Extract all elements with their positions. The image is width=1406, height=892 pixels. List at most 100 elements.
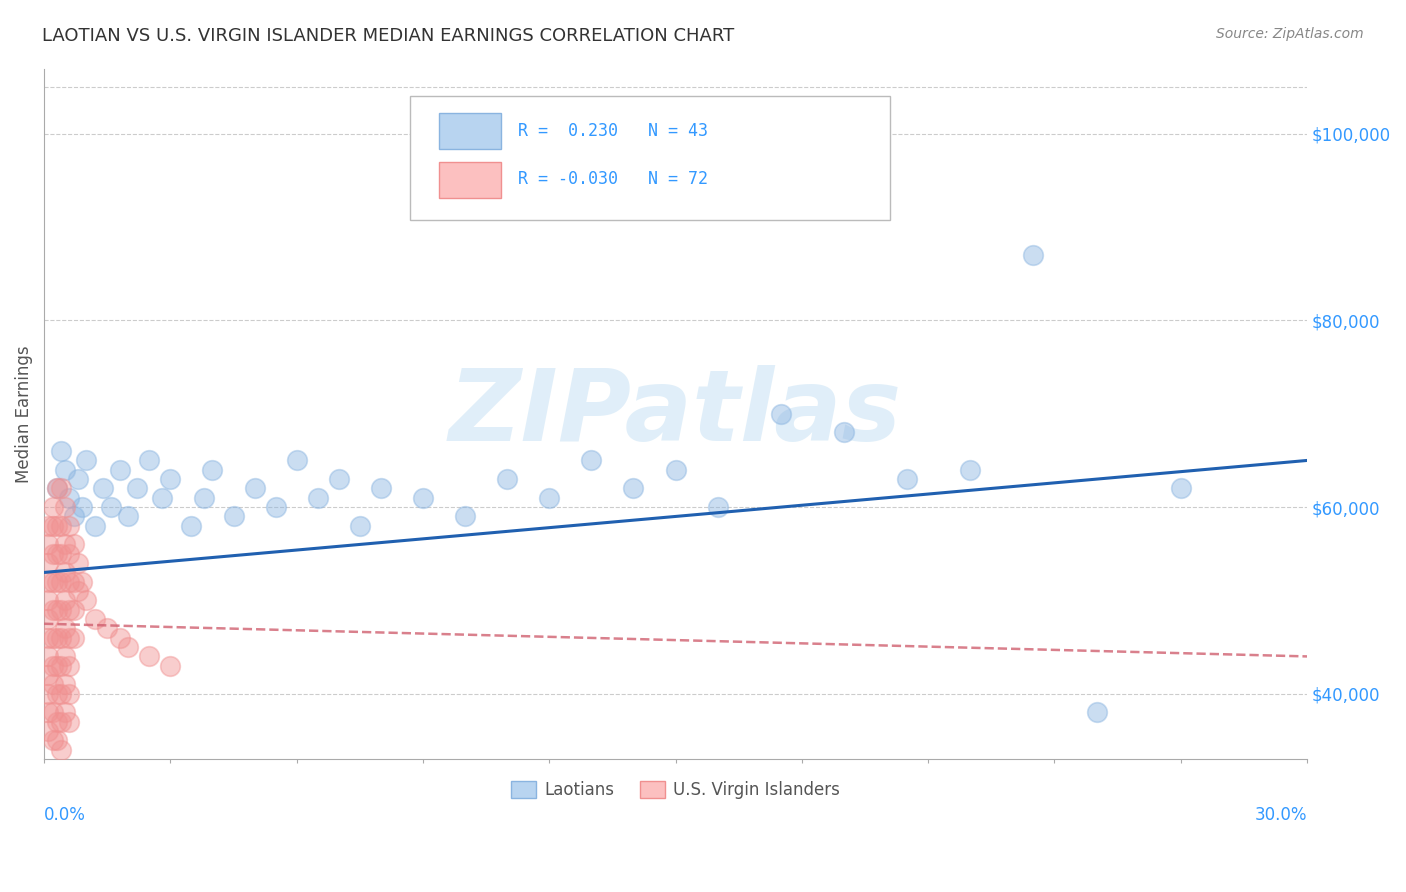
- Point: [45, 482, 67, 496]
- Point: [41, 631, 63, 645]
- Point: [37, 574, 59, 589]
- Point: [37, 556, 59, 570]
- Point: [108, 463, 131, 477]
- Point: [58, 491, 80, 505]
- Point: [53, 593, 76, 607]
- Point: [108, 631, 131, 645]
- Point: [222, 509, 245, 524]
- Point: [623, 482, 645, 496]
- Point: [370, 482, 392, 496]
- Point: [307, 491, 329, 505]
- Point: [180, 518, 202, 533]
- Point: [58, 518, 80, 533]
- Text: Source: ZipAtlas.com: Source: ZipAtlas.com: [1216, 27, 1364, 41]
- Point: [66, 472, 89, 486]
- Point: [66, 556, 89, 570]
- Point: [41, 658, 63, 673]
- Point: [117, 509, 139, 524]
- Point: [37, 687, 59, 701]
- Point: [45, 574, 67, 589]
- Point: [1170, 482, 1192, 496]
- Point: [58, 603, 80, 617]
- Point: [53, 500, 76, 515]
- Point: [45, 482, 67, 496]
- Point: [62, 537, 84, 551]
- Point: [37, 537, 59, 551]
- Point: [37, 593, 59, 607]
- Point: [1085, 706, 1108, 720]
- Point: [538, 491, 561, 505]
- Point: [49, 574, 72, 589]
- Point: [349, 518, 371, 533]
- Point: [49, 482, 72, 496]
- Point: [193, 491, 215, 505]
- Point: [62, 574, 84, 589]
- Point: [49, 603, 72, 617]
- Point: [49, 714, 72, 729]
- Point: [37, 518, 59, 533]
- Point: [58, 714, 80, 729]
- Point: [45, 631, 67, 645]
- Point: [896, 472, 918, 486]
- Point: [1022, 248, 1045, 262]
- Text: 0.0%: 0.0%: [44, 805, 86, 823]
- Point: [706, 500, 728, 515]
- Point: [243, 482, 266, 496]
- Text: R = -0.030   N = 72: R = -0.030 N = 72: [517, 170, 707, 188]
- Point: [58, 631, 80, 645]
- Point: [96, 622, 118, 636]
- Point: [37, 631, 59, 645]
- Point: [37, 668, 59, 682]
- Y-axis label: Median Earnings: Median Earnings: [15, 345, 32, 483]
- Point: [49, 518, 72, 533]
- Point: [664, 463, 686, 477]
- Point: [41, 518, 63, 533]
- Point: [83, 518, 105, 533]
- Point: [117, 640, 139, 654]
- Point: [37, 724, 59, 739]
- Point: [70, 500, 93, 515]
- Point: [58, 687, 80, 701]
- Point: [100, 500, 122, 515]
- Legend: Laotians, U.S. Virgin Islanders: Laotians, U.S. Virgin Islanders: [505, 774, 846, 806]
- Point: [45, 518, 67, 533]
- FancyBboxPatch shape: [440, 161, 502, 198]
- Point: [285, 453, 308, 467]
- Point: [49, 687, 72, 701]
- Point: [53, 566, 76, 580]
- Point: [49, 631, 72, 645]
- Point: [832, 425, 855, 440]
- Point: [959, 463, 981, 477]
- Point: [264, 500, 287, 515]
- Point: [45, 658, 67, 673]
- Point: [125, 482, 148, 496]
- Point: [37, 612, 59, 626]
- Point: [45, 547, 67, 561]
- Point: [41, 733, 63, 747]
- Point: [45, 603, 67, 617]
- Point: [58, 658, 80, 673]
- Point: [37, 706, 59, 720]
- Point: [138, 453, 160, 467]
- Point: [49, 444, 72, 458]
- Point: [496, 472, 519, 486]
- Point: [53, 649, 76, 664]
- Point: [581, 453, 603, 467]
- FancyBboxPatch shape: [411, 96, 890, 220]
- Point: [41, 706, 63, 720]
- Point: [75, 593, 97, 607]
- Point: [45, 687, 67, 701]
- Point: [49, 658, 72, 673]
- Point: [159, 472, 181, 486]
- Point: [62, 509, 84, 524]
- Point: [328, 472, 350, 486]
- Point: [41, 603, 63, 617]
- Point: [201, 463, 224, 477]
- Point: [45, 714, 67, 729]
- Point: [53, 537, 76, 551]
- Point: [49, 743, 72, 757]
- Point: [41, 500, 63, 515]
- Point: [41, 574, 63, 589]
- Text: LAOTIAN VS U.S. VIRGIN ISLANDER MEDIAN EARNINGS CORRELATION CHART: LAOTIAN VS U.S. VIRGIN ISLANDER MEDIAN E…: [42, 27, 734, 45]
- Point: [138, 649, 160, 664]
